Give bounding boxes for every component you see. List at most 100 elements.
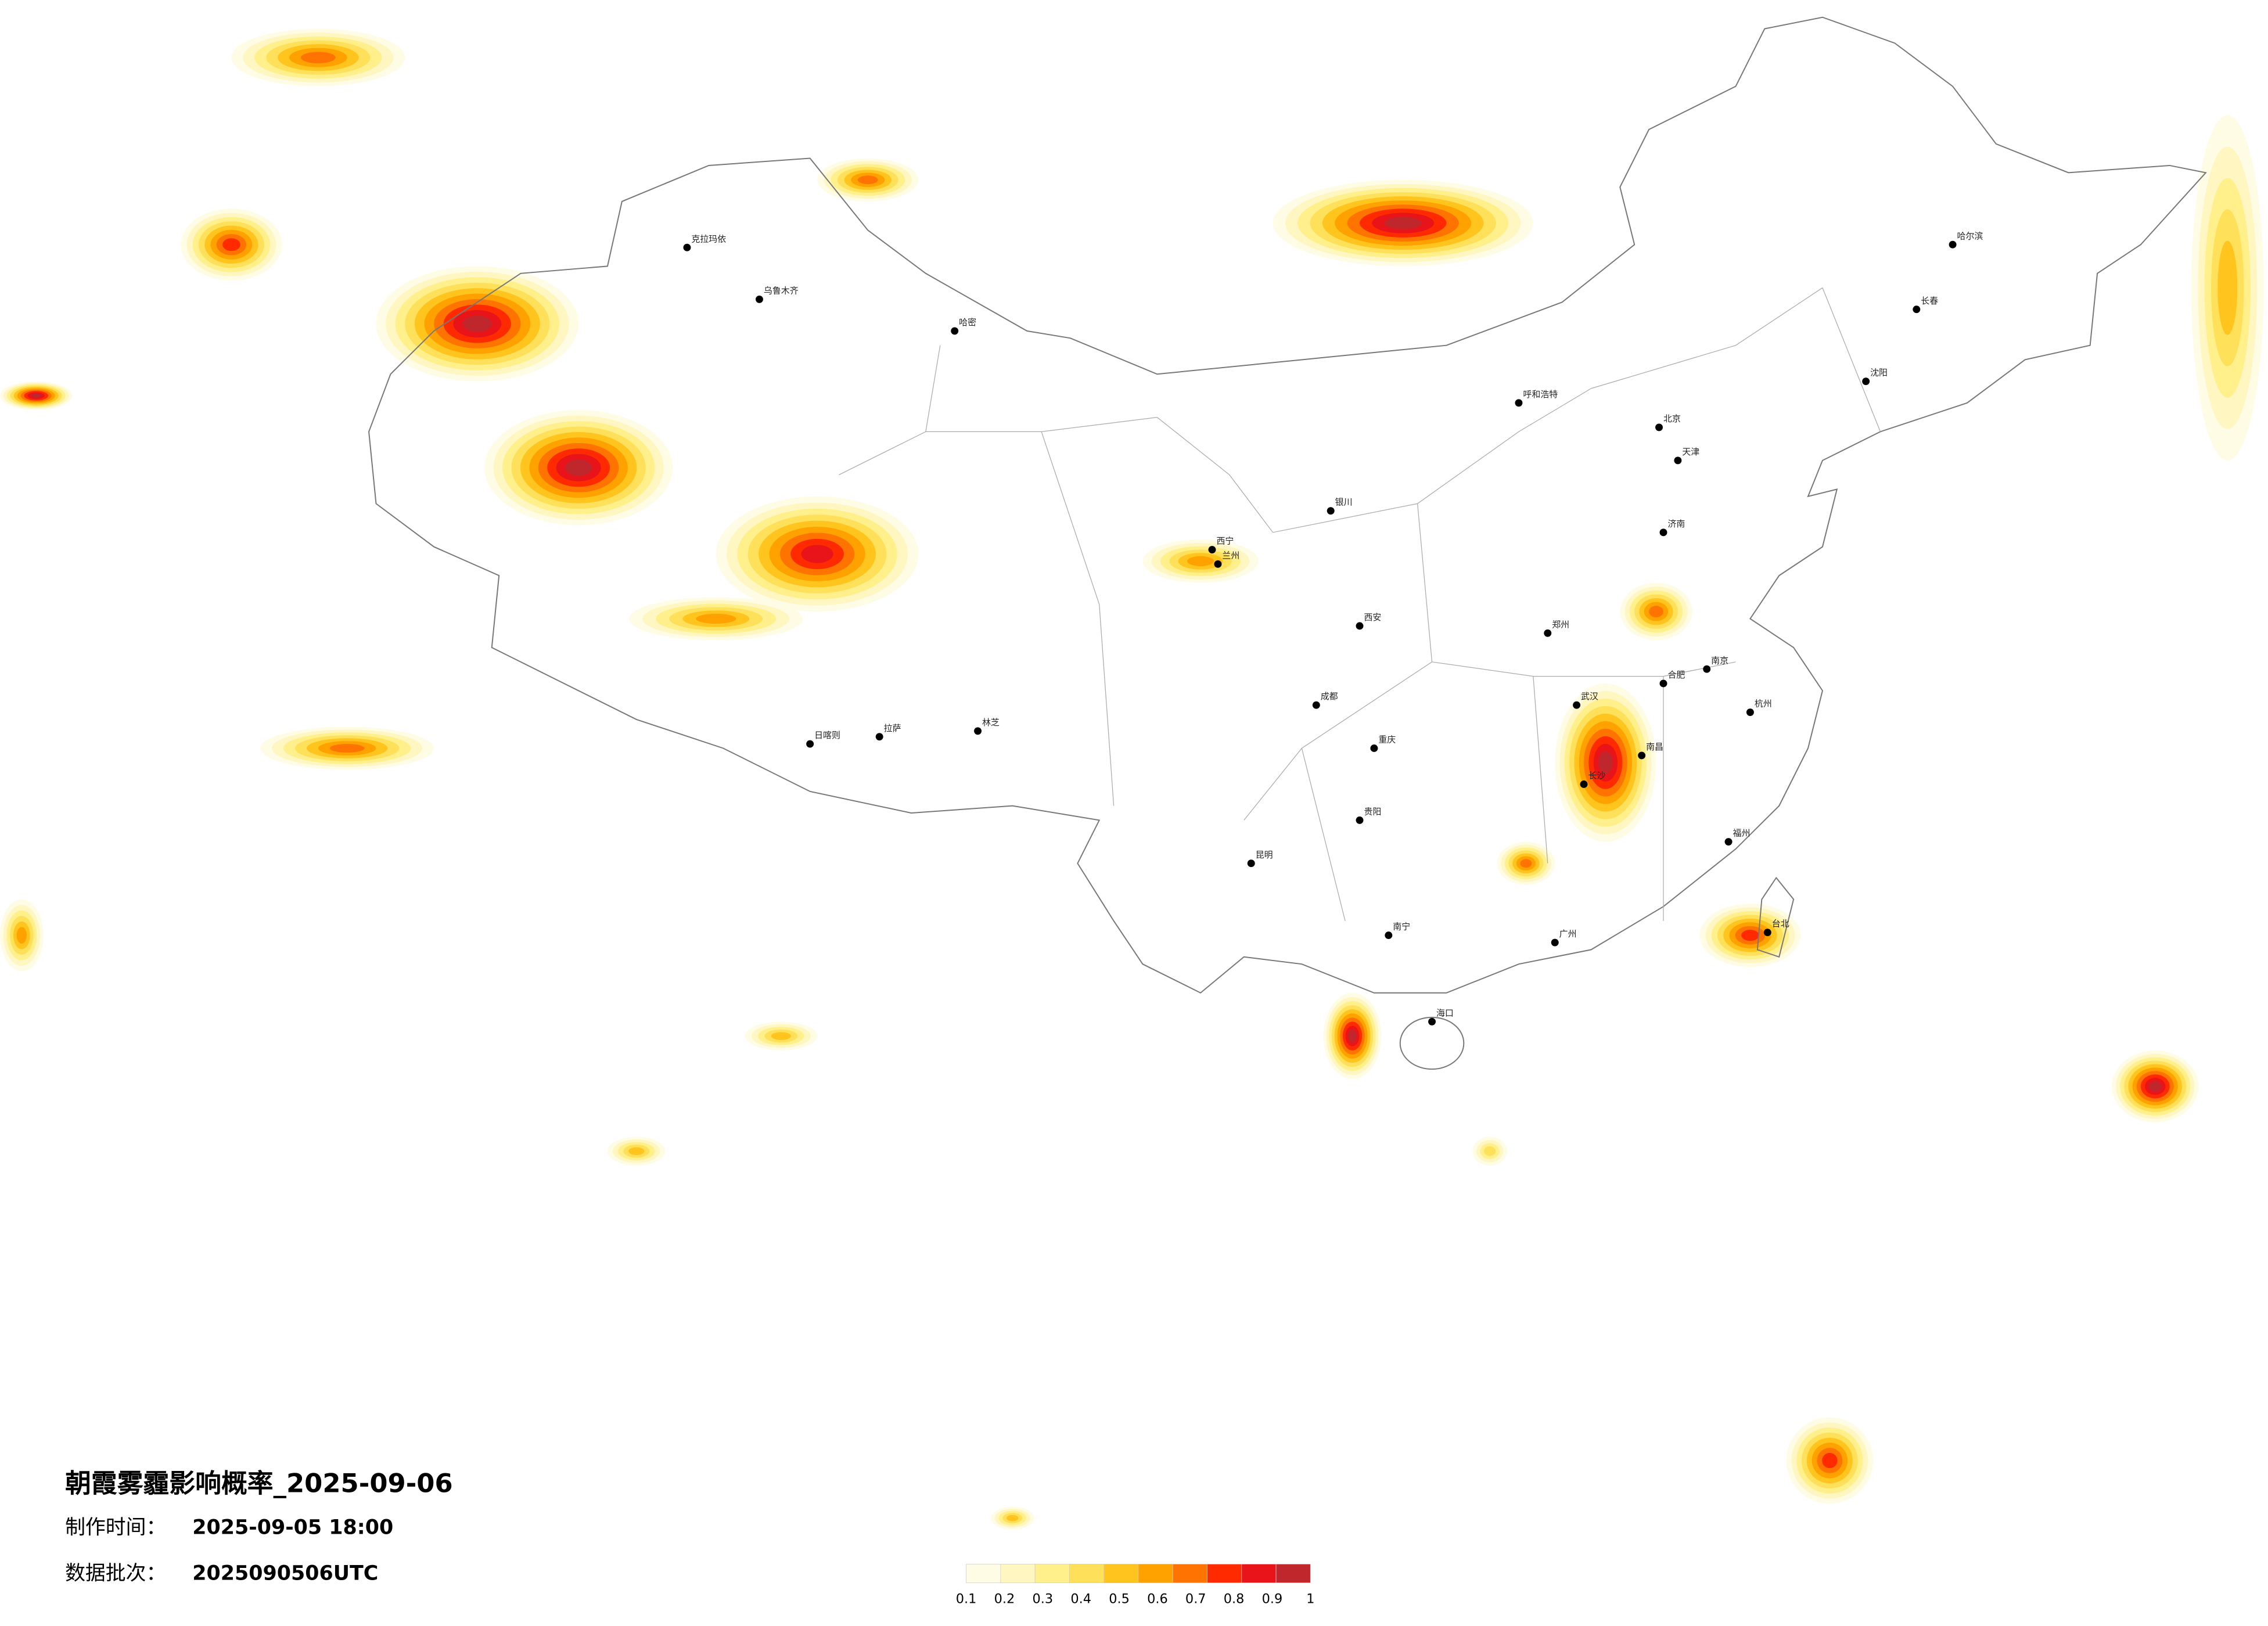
haze-area <box>329 744 365 753</box>
haze-area <box>857 175 878 185</box>
legend-swatch <box>1207 1564 1242 1584</box>
city-dot <box>1638 751 1646 760</box>
haze-area <box>1187 556 1214 566</box>
city-label: 兰州 <box>1222 550 1239 560</box>
haze-area <box>301 52 336 64</box>
city-dot <box>1746 708 1754 716</box>
city-label: 克拉玛依 <box>691 233 726 244</box>
legend-swatch <box>966 1564 1001 1584</box>
city-dot <box>1247 859 1255 868</box>
legend-tick-label: 0.2 <box>994 1591 1015 1606</box>
hainan <box>1399 1016 1465 1070</box>
city-dot <box>1370 744 1378 752</box>
city-label: 郑州 <box>1552 619 1569 629</box>
city-label: 拉萨 <box>884 723 901 733</box>
haze-area <box>31 393 42 398</box>
city-dot <box>1862 377 1870 386</box>
city-label: 沈阳 <box>1870 368 1888 378</box>
haze-area <box>1741 929 1759 941</box>
city-dot <box>756 295 763 303</box>
made-time: 2025-09-05 18:00 <box>192 1516 393 1539</box>
batch-label: 数据批次： <box>65 1562 166 1585</box>
haze-area <box>696 613 736 624</box>
city-label: 武汉 <box>1581 691 1598 702</box>
haze-area <box>771 1032 791 1040</box>
city-label: 西安 <box>1364 612 1381 623</box>
haze-layer <box>0 28 2264 1530</box>
city-label: 合肥 <box>1667 670 1685 680</box>
city-dot <box>1913 305 1921 314</box>
haze-area <box>1649 606 1663 618</box>
city-label: 北京 <box>1663 413 1681 424</box>
city-label: 银川 <box>1335 497 1353 508</box>
city-dot <box>1724 838 1733 846</box>
city-label: 哈密 <box>959 317 976 328</box>
legend-tick-label: 1 <box>1306 1591 1314 1606</box>
legend-tick-label: 0.3 <box>1033 1591 1054 1606</box>
city-dot <box>1949 240 1957 249</box>
legend-tick-label: 0.8 <box>1224 1591 1245 1606</box>
city-dot <box>1655 423 1663 431</box>
city-dot <box>1428 1017 1436 1026</box>
legend-swatch <box>1104 1564 1139 1584</box>
city-dot <box>1703 665 1711 673</box>
city-dot <box>1580 780 1588 788</box>
city-dot <box>1551 938 1559 947</box>
city-label: 重庆 <box>1378 735 1396 745</box>
city-label: 长沙 <box>1588 771 1605 781</box>
city-label: 台北 <box>1772 919 1789 929</box>
city-label: 南京 <box>1711 655 1728 665</box>
haze-area <box>1520 859 1532 868</box>
haze-area <box>565 459 592 476</box>
city-dot <box>1659 528 1667 537</box>
legend: 0.1 0.2 0.3 0.4 0.5 0.6 0.7 0.8 0.9 1 <box>956 1564 1314 1606</box>
made-label: 制作时间： <box>65 1516 166 1539</box>
city-label: 济南 <box>1667 519 1685 529</box>
legend-tick-label: 0.4 <box>1070 1591 1091 1606</box>
title: 朝霞雾霾影响概率_2025-09-06 <box>65 1468 453 1499</box>
city-dot <box>806 740 814 748</box>
haze-area <box>801 545 833 563</box>
city-dot <box>951 327 959 335</box>
legend-swatch <box>1069 1564 1105 1584</box>
city-label: 南宁 <box>1393 922 1410 932</box>
legend-tick-label: 0.9 <box>1262 1591 1283 1606</box>
city-dot <box>1385 931 1393 940</box>
taiwan <box>1756 876 1795 958</box>
city-label: 日喀则 <box>814 730 840 740</box>
city-dot <box>1573 701 1581 709</box>
city-dot <box>1659 679 1667 688</box>
city-dot <box>1356 622 1364 630</box>
haze-area <box>462 315 492 332</box>
city-dot <box>1214 560 1222 568</box>
city-dot <box>1327 507 1335 515</box>
city-dot <box>1763 929 1771 937</box>
legend-swatch <box>1172 1564 1207 1584</box>
china-outline <box>368 16 2207 994</box>
city-label: 广州 <box>1559 929 1577 939</box>
haze-area <box>628 1147 645 1156</box>
haze-area <box>16 927 27 944</box>
city-label: 哈尔滨 <box>1957 231 1983 241</box>
city-label: 贵阳 <box>1364 807 1381 817</box>
city-dot <box>683 243 691 251</box>
legend-tick-label: 0.6 <box>1147 1591 1168 1606</box>
city-label: 西宁 <box>1216 536 1234 546</box>
haze-area <box>1484 1146 1496 1156</box>
city-dot <box>974 727 982 735</box>
city-label: 成都 <box>1321 691 1338 702</box>
haze-area <box>222 238 240 251</box>
legend-tick-label: 0.1 <box>956 1591 977 1606</box>
city-dot <box>1312 701 1320 709</box>
city-label: 天津 <box>1682 447 1699 457</box>
city-label: 林芝 <box>982 717 1000 728</box>
city-dot <box>1515 399 1523 407</box>
city-dot <box>1674 456 1682 465</box>
legend-swatch <box>1034 1564 1070 1584</box>
province-lines <box>839 287 1881 921</box>
haze-area <box>2217 240 2238 335</box>
haze-area <box>1598 751 1613 774</box>
